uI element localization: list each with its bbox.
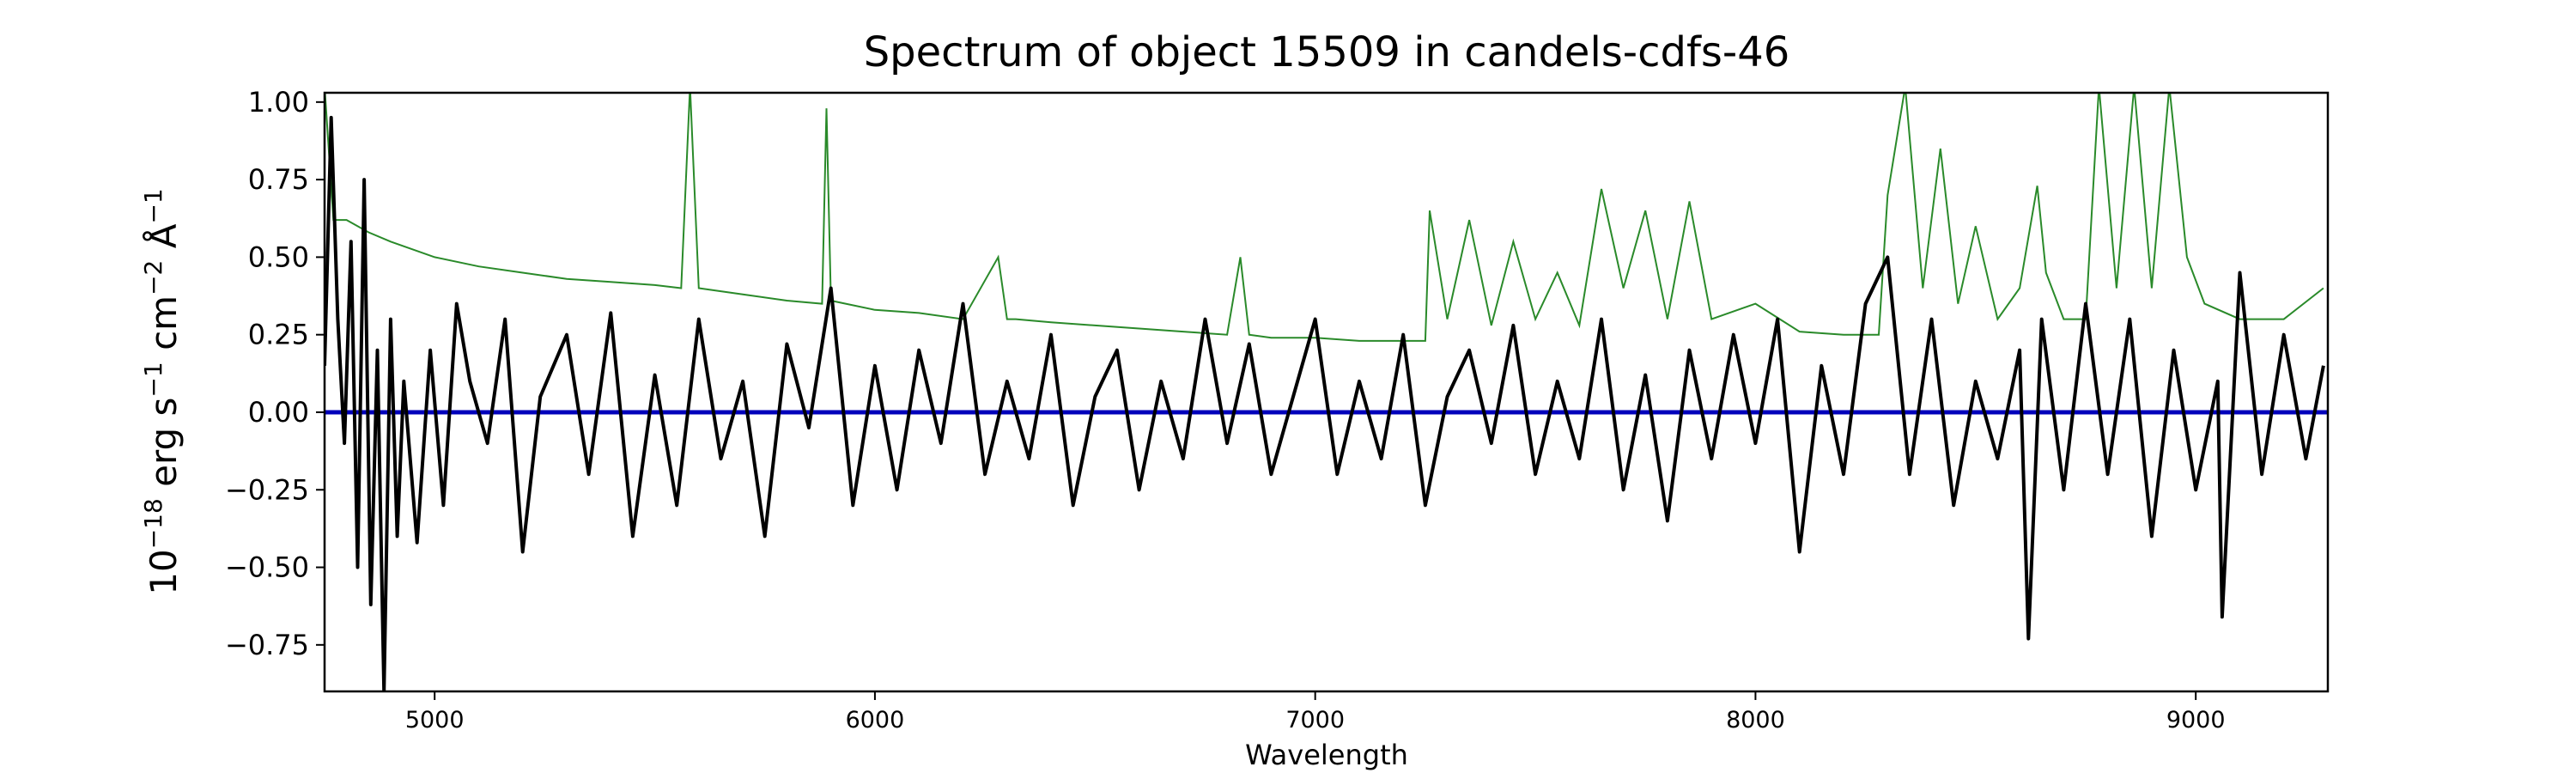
- y-tick-label: −0.75: [225, 629, 309, 661]
- x-axis: 5000 6000 7000 8000 9000: [405, 691, 2226, 733]
- x-tick-label: 6000: [846, 707, 905, 733]
- plot-frame: [323, 91, 2330, 693]
- x-tick-label: 7000: [1285, 707, 1345, 733]
- y-axis: 1.00 0.75 0.50 0.25 0.00 −0.25 −0.50 −0.75: [225, 86, 325, 661]
- y-tick-label: 0.50: [248, 240, 309, 273]
- y-label-exp1: −18: [139, 498, 167, 549]
- y-label-prefix: 10: [143, 549, 185, 594]
- chart-title: Spectrum of object 15509 in candels-cdfs…: [864, 28, 1790, 76]
- x-axis-label: Wavelength: [1245, 739, 1408, 771]
- y-tick-label: 0.75: [248, 163, 309, 196]
- y-tick-label: 0.00: [248, 396, 309, 429]
- x-tick-label: 9000: [2166, 707, 2226, 733]
- y-axis-label: 10−18 erg s−1 cm−2 Å−1: [139, 188, 185, 594]
- y-label-exp4: −1: [139, 188, 167, 223]
- y-tick-label: −0.25: [225, 473, 309, 506]
- y-tick-label: −0.50: [225, 551, 309, 584]
- flux-spectrum-line: [325, 115, 2325, 691]
- y-label-exp2: −1: [139, 362, 167, 397]
- y-label-unit1: erg s: [143, 398, 185, 499]
- y-tick-label: 0.25: [248, 319, 309, 351]
- plot-area: [323, 91, 2330, 693]
- y-label-unit2: cm: [143, 295, 185, 362]
- error-spectrum-line: [325, 93, 2324, 342]
- y-label-exp3: −2: [139, 260, 167, 295]
- x-tick-label: 8000: [1726, 707, 1785, 733]
- x-tick-label: 5000: [405, 707, 465, 733]
- y-label-unit3: Å: [142, 223, 185, 259]
- y-tick-label: 1.00: [248, 86, 309, 119]
